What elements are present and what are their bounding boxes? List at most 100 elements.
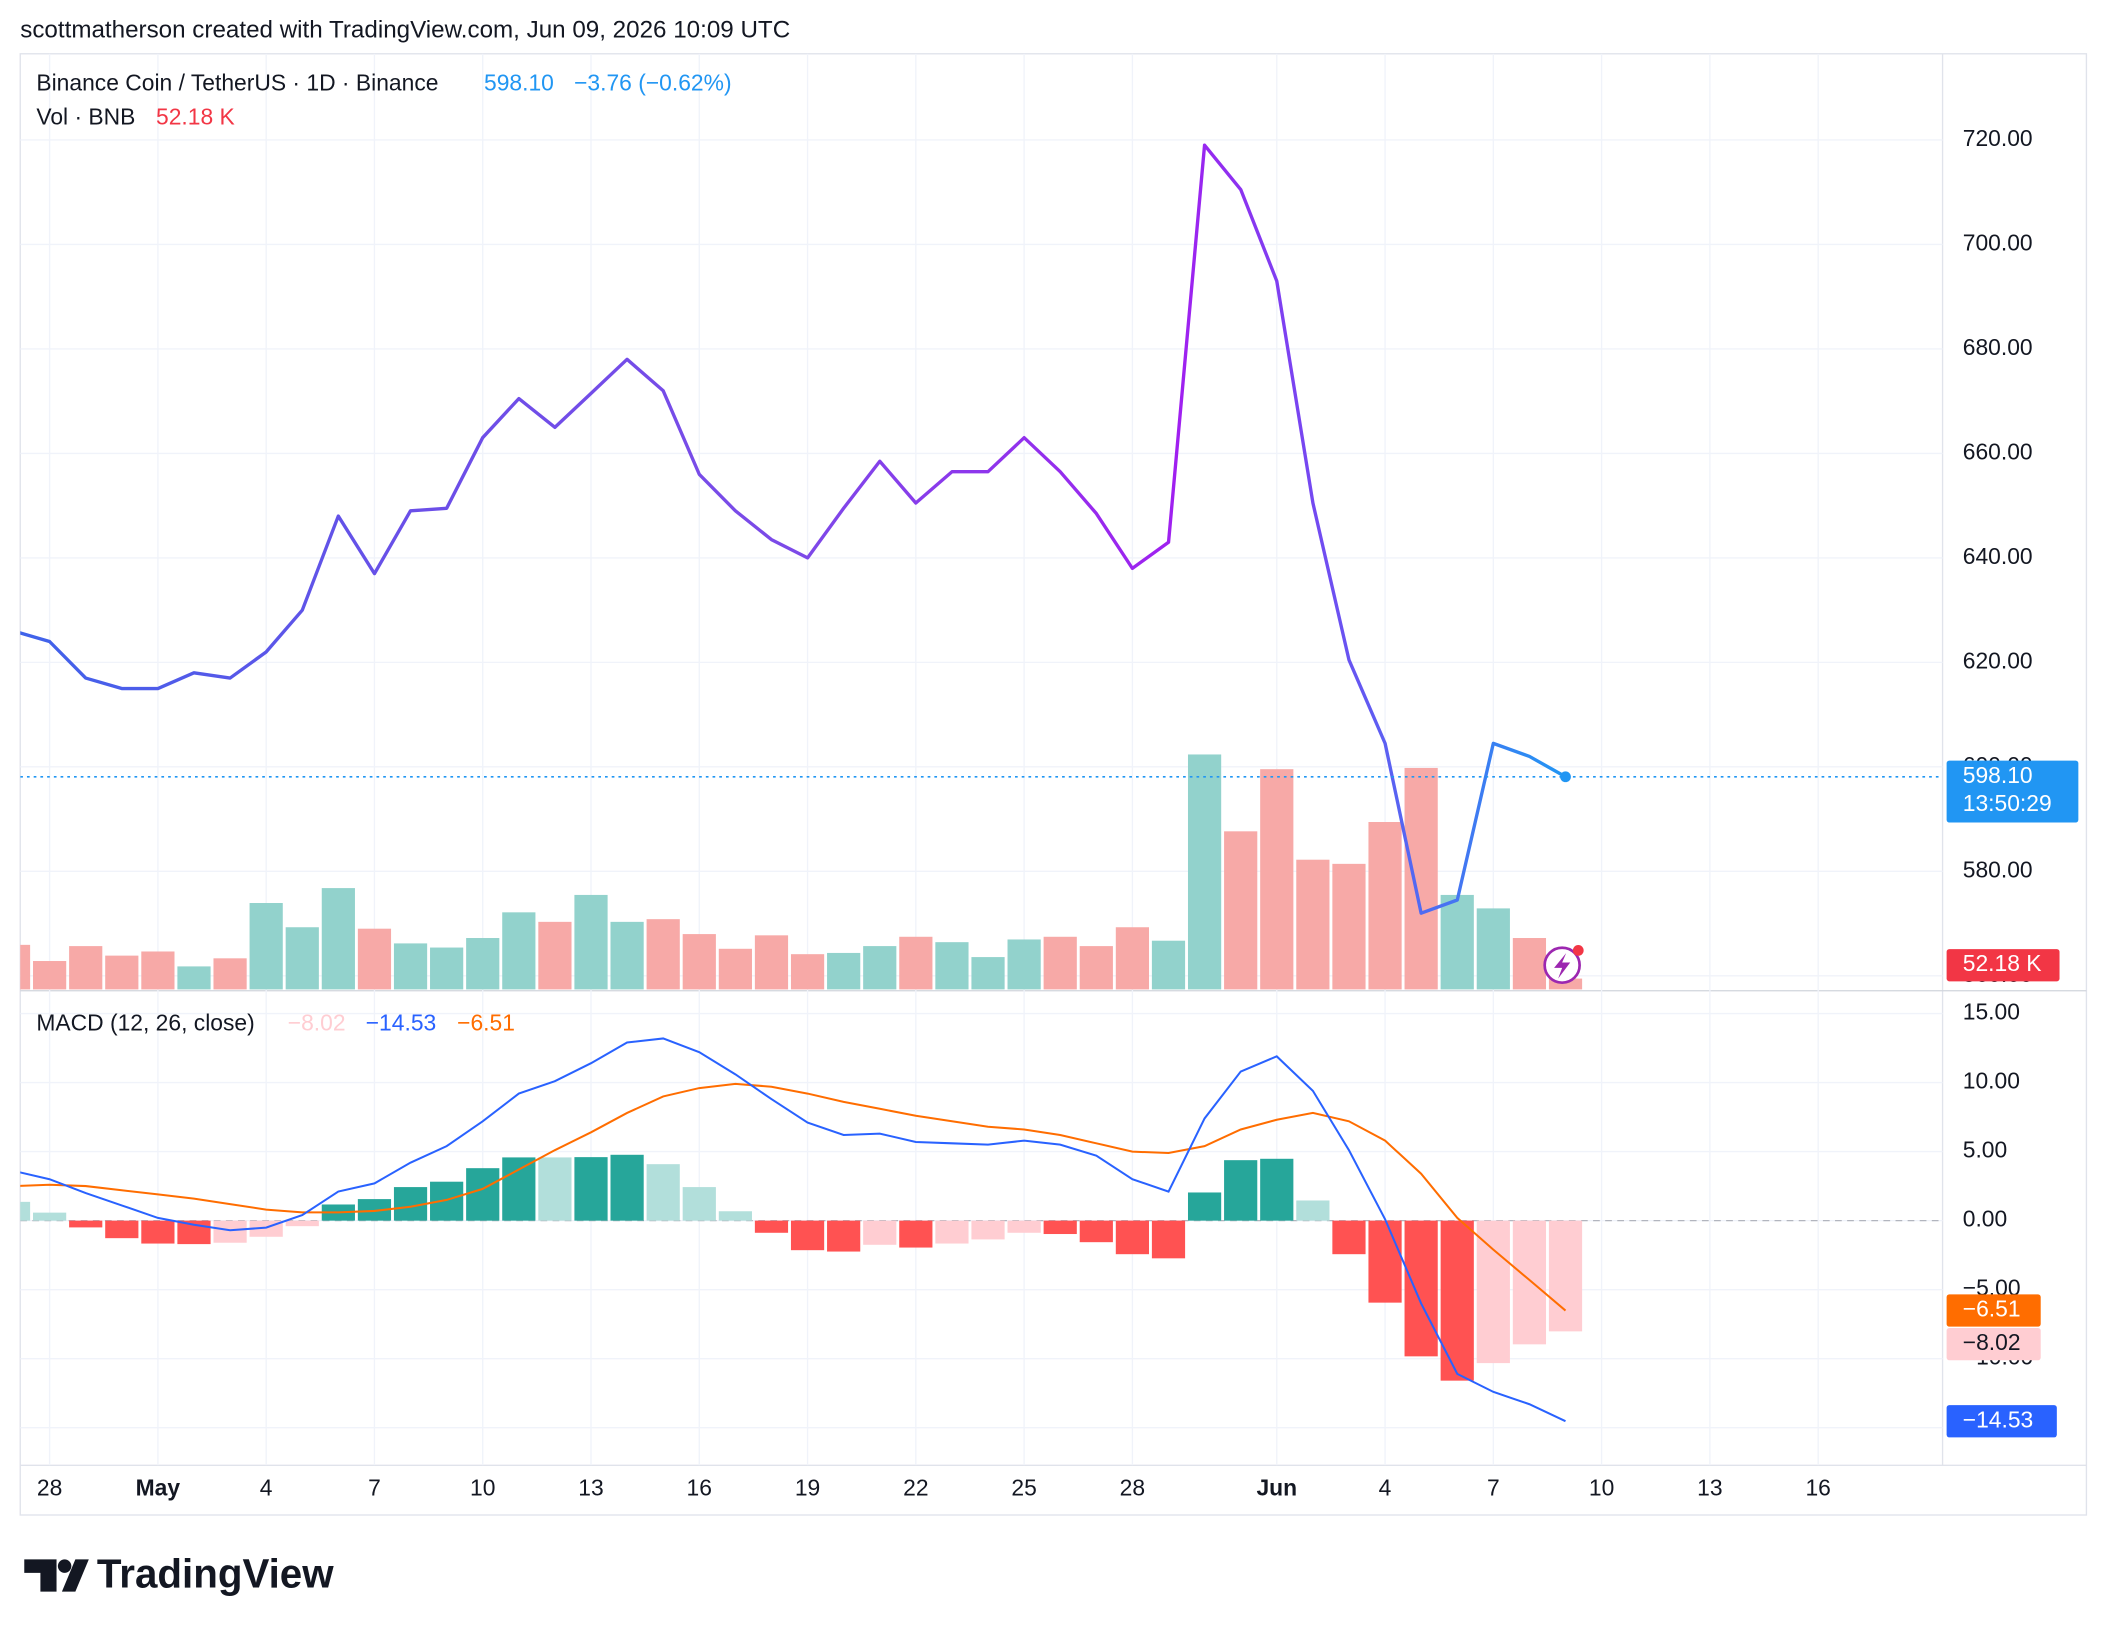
volume-bar bbox=[20, 944, 31, 990]
y-tick-label: 660.00 bbox=[1963, 438, 2033, 464]
histogram-bar bbox=[1079, 1220, 1113, 1243]
histogram-bar bbox=[1440, 1220, 1474, 1381]
histogram-bar bbox=[610, 1154, 644, 1221]
histogram-bar bbox=[1151, 1220, 1186, 1259]
x-tick-label: 16 bbox=[687, 1475, 712, 1501]
histogram-bar bbox=[682, 1187, 716, 1221]
volume-bar bbox=[538, 921, 572, 990]
volume-bar bbox=[1043, 936, 1077, 990]
brand: TradingView bbox=[97, 1551, 334, 1597]
volume-bar bbox=[430, 947, 464, 990]
volume-bar bbox=[574, 894, 608, 990]
volume-bar bbox=[1007, 939, 1041, 990]
volume-bar bbox=[213, 958, 247, 990]
x-tick-label: 22 bbox=[903, 1475, 928, 1501]
x-tick-label: 28 bbox=[1120, 1475, 1145, 1501]
histogram-bar bbox=[574, 1157, 608, 1221]
y-tick-label: 580.00 bbox=[1963, 856, 2033, 882]
histogram-bar bbox=[754, 1220, 789, 1233]
x-tick-label: May bbox=[136, 1475, 181, 1501]
volume-bar bbox=[33, 961, 67, 990]
x-tick-label: 13 bbox=[1697, 1475, 1722, 1501]
volume-bar bbox=[1151, 940, 1186, 990]
volume-bar bbox=[754, 935, 789, 990]
histogram-bar bbox=[69, 1220, 103, 1228]
histogram-bar bbox=[1260, 1158, 1294, 1221]
histogram-bar bbox=[1368, 1220, 1402, 1303]
volume-bar bbox=[1224, 831, 1258, 990]
signal-line bbox=[20, 1082, 1567, 1312]
price-line bbox=[20, 143, 1567, 915]
histogram-bar bbox=[971, 1220, 1005, 1240]
legend-change: −3.76 (−0.62%) bbox=[574, 70, 731, 96]
histogram-bar bbox=[33, 1212, 67, 1221]
volume-bar bbox=[863, 946, 897, 990]
x-tick-label: 10 bbox=[1589, 1475, 1614, 1501]
volume-bar bbox=[69, 946, 103, 990]
volume-bar bbox=[1187, 754, 1222, 990]
y-tick-label: 15.00 bbox=[1963, 999, 2020, 1025]
x-tick-label: 13 bbox=[578, 1475, 603, 1501]
volume-bar bbox=[466, 938, 500, 990]
y-tick-label: 720.00 bbox=[1963, 125, 2033, 151]
volume-bar bbox=[177, 966, 211, 990]
last-price-box bbox=[1946, 760, 2079, 823]
histogram-bar bbox=[141, 1220, 175, 1244]
last-price-label: 598.10 bbox=[1963, 762, 2033, 788]
y-tick-label: 0.00 bbox=[1963, 1206, 2007, 1232]
volume-bar bbox=[827, 952, 861, 990]
volume-bar bbox=[321, 888, 355, 990]
histogram-bar bbox=[1476, 1220, 1510, 1364]
volume-last-label: 52.18 K bbox=[1963, 950, 2042, 976]
histogram-bar bbox=[1224, 1160, 1258, 1221]
histogram-bar bbox=[213, 1220, 247, 1243]
volume-bar bbox=[502, 912, 536, 990]
volume-box bbox=[1946, 949, 2060, 982]
volume-bar bbox=[1512, 938, 1547, 990]
volume-bar bbox=[1332, 863, 1366, 990]
x-tick-label: 28 bbox=[37, 1475, 62, 1501]
volume-bar bbox=[393, 943, 428, 990]
volume-title: Vol · BNB bbox=[36, 103, 135, 129]
volume-bar bbox=[357, 928, 392, 990]
histogram-bar bbox=[357, 1199, 392, 1221]
signal-last-label: −6.51 bbox=[1963, 1296, 2021, 1322]
histogram-bar bbox=[1043, 1220, 1077, 1235]
x-tick-label: 19 bbox=[795, 1475, 820, 1501]
volume-bar bbox=[1404, 767, 1438, 990]
x-tick-label: 16 bbox=[1805, 1475, 1830, 1501]
volume-bar bbox=[285, 927, 319, 990]
histogram-box bbox=[1946, 1327, 2041, 1361]
histogram-bar bbox=[899, 1220, 933, 1248]
volume-bar bbox=[682, 934, 716, 990]
histogram-bar bbox=[502, 1157, 536, 1221]
histogram-bar bbox=[646, 1164, 680, 1221]
histogram-bar bbox=[1548, 1220, 1583, 1332]
histogram-bar bbox=[1512, 1220, 1547, 1345]
histogram-bar bbox=[790, 1220, 825, 1251]
y-tick-label: 620.00 bbox=[1963, 647, 2033, 673]
macd-last-label: −14.53 bbox=[1963, 1406, 2034, 1432]
histogram-bar bbox=[1332, 1220, 1366, 1255]
countdown: 13:50:29 bbox=[1963, 790, 2052, 816]
histogram-last-label: −8.02 bbox=[1963, 1329, 2021, 1355]
histogram-bar bbox=[466, 1168, 500, 1221]
histogram-bar bbox=[863, 1220, 897, 1245]
histogram-bar bbox=[285, 1220, 319, 1227]
volume-bar bbox=[249, 903, 283, 990]
x-tick-label: 10 bbox=[470, 1475, 495, 1501]
attribution: scottmatherson created with TradingView.… bbox=[20, 16, 790, 43]
x-tick-label: 7 bbox=[1487, 1475, 1500, 1501]
histogram-legend: −8.02 bbox=[288, 1009, 346, 1035]
alert-icon bbox=[1543, 945, 1584, 985]
y-tick-label: 680.00 bbox=[1963, 334, 2033, 360]
histogram-bar bbox=[1404, 1220, 1438, 1357]
y-tick-label: 700.00 bbox=[1963, 229, 2033, 255]
volume-bar bbox=[1476, 908, 1510, 990]
macd-title: MACD (12, 26, close) bbox=[36, 1009, 254, 1035]
axes: 560.00580.00600.00620.00640.00660.00680.… bbox=[37, 125, 2033, 1501]
legend-price: 598.10 bbox=[484, 70, 554, 96]
volume-bar bbox=[1296, 859, 1330, 990]
volume-bar bbox=[1115, 927, 1150, 990]
